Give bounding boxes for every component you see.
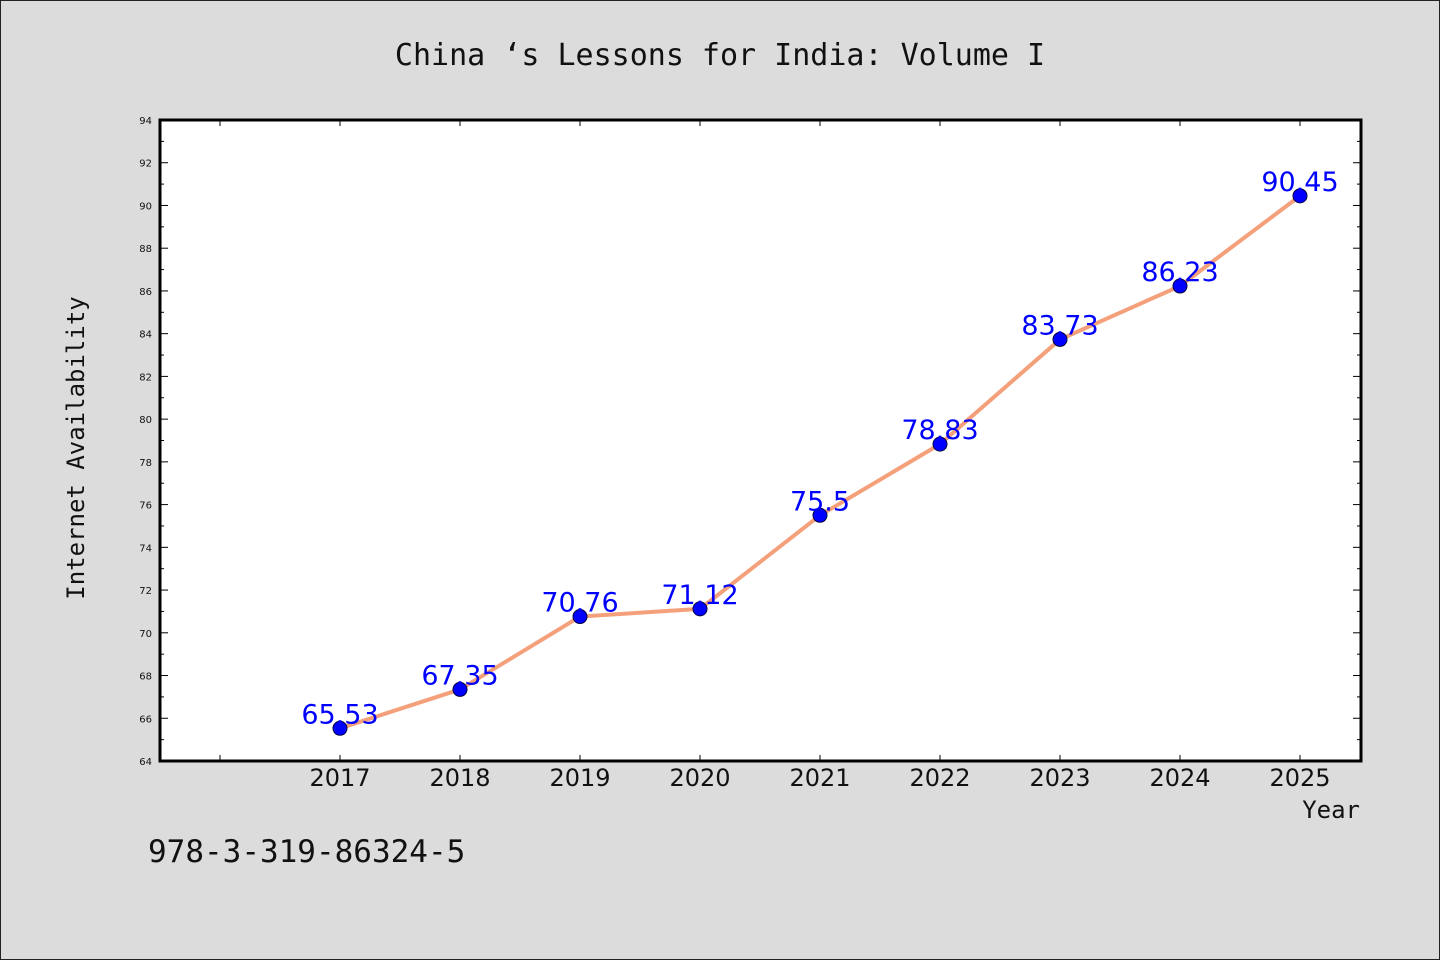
y-tick-label: 76 <box>139 501 152 512</box>
y-tick-label: 88 <box>139 244 152 255</box>
y-tick-label: 74 <box>139 543 152 554</box>
data-labels-layer: 65.53 67.35 70.76 71.12 75.5 78.83 83.73 86.23 9… <box>301 167 1338 730</box>
x-tick-label: 2022 <box>909 764 970 792</box>
data-label: 78.83 <box>901 415 978 446</box>
data-label: 70.76 <box>541 588 618 619</box>
y-tick-label: 82 <box>139 372 152 383</box>
data-label: 65.53 <box>301 699 378 730</box>
x-tick-label: 2023 <box>1029 764 1090 792</box>
x-tick-label: 2019 <box>549 764 610 792</box>
data-point <box>332 720 348 736</box>
y-axis-ticks: 64 66 68 70 72 74 76 78 80 82 84 86 88 90 92 94 <box>139 116 1361 768</box>
data-label: 83.73 <box>1021 310 1098 341</box>
data-label: 90.45 <box>1261 167 1338 198</box>
plot-area <box>158 118 1363 763</box>
data-point <box>692 601 708 617</box>
chart-title: China ‘s Lessons for India: Volume I <box>394 38 1046 73</box>
data-point <box>932 436 948 452</box>
x-tick-label: 2024 <box>1149 764 1210 792</box>
y-tick-label: 66 <box>139 714 152 725</box>
x-tick-label: 2021 <box>789 764 850 792</box>
data-point <box>1052 331 1068 347</box>
y-tick-label: 70 <box>139 629 152 640</box>
y-tick-label: 64 <box>139 757 152 768</box>
y-tick-label: 90 <box>139 201 152 212</box>
y-tick-label: 94 <box>139 116 152 127</box>
data-point <box>572 609 588 625</box>
data-label: 71.12 <box>661 580 738 611</box>
y-tick-label: 80 <box>139 415 152 426</box>
x-tick-label: 2025 <box>1269 764 1330 792</box>
y-tick-label: 92 <box>139 159 152 170</box>
y-tick-label: 84 <box>139 330 152 341</box>
y-tick-label: 68 <box>139 672 152 683</box>
data-point <box>452 681 468 697</box>
x-tick-label: 2018 <box>429 764 490 792</box>
data-point <box>1292 188 1308 204</box>
x-axis-ticks: 2017 2018 2019 2020 2021 2022 2023 2024 2025 <box>219 120 1331 792</box>
y-tick-label: 86 <box>139 287 152 298</box>
series-layer <box>332 188 1308 736</box>
data-point <box>812 507 828 523</box>
data-label: 86.23 <box>1141 257 1218 288</box>
data-label: 67.35 <box>421 660 498 691</box>
isbn-text: 978-3-319-86324-5 <box>148 834 466 870</box>
y-tick-label: 72 <box>139 586 152 597</box>
x-tick-label: 2020 <box>669 764 730 792</box>
x-axis-label: Year <box>1302 796 1360 824</box>
data-label: 75.5 <box>790 486 850 517</box>
x-tick-label: 2017 <box>309 764 370 792</box>
y-tick-label: 78 <box>139 458 152 469</box>
data-point <box>1172 278 1188 294</box>
